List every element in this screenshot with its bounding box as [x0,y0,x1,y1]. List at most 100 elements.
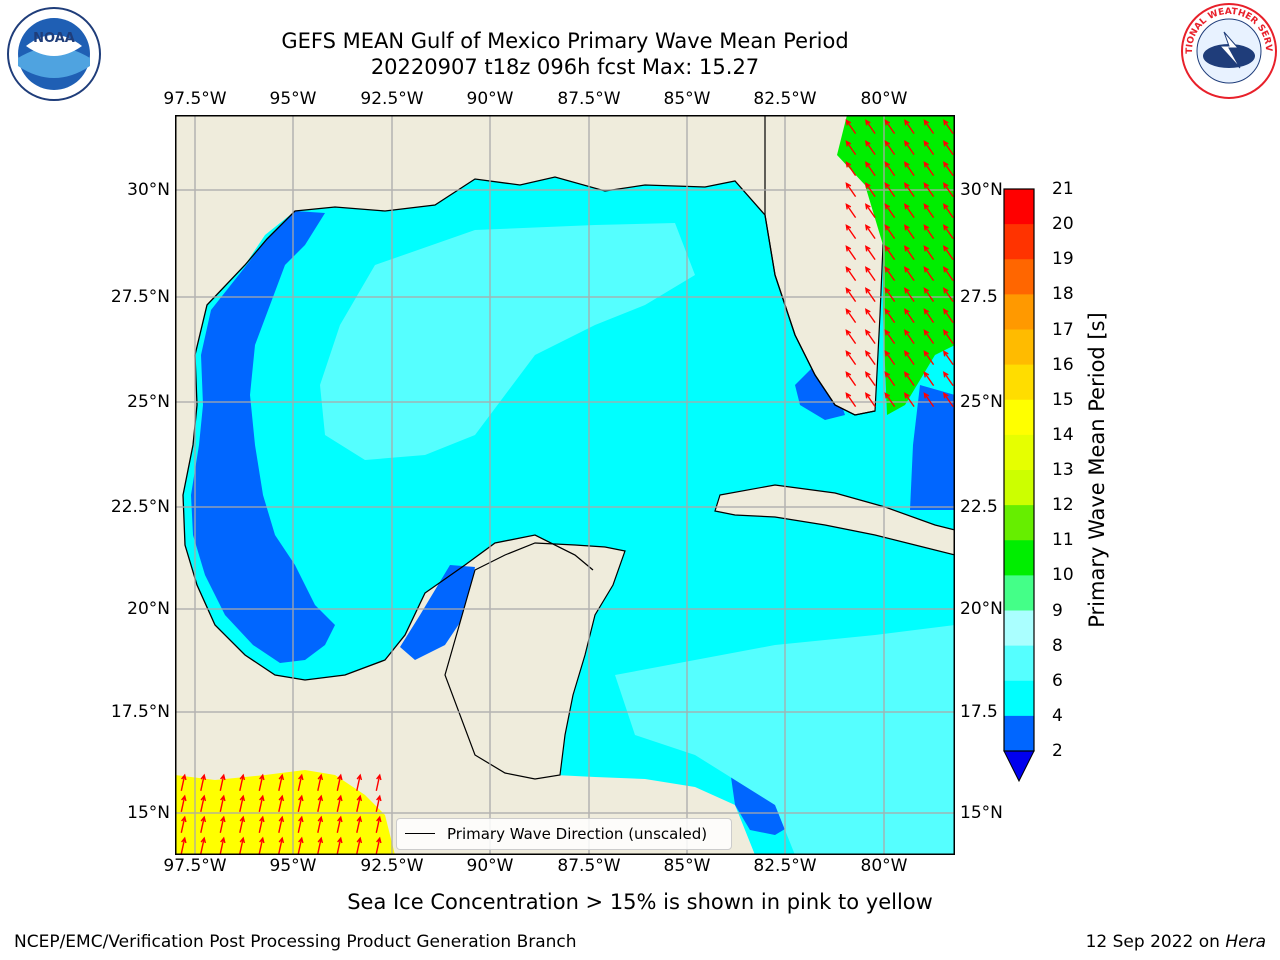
lat-tick-left: 30°N [127,180,170,200]
wave-arrow [903,308,915,324]
wave-arrow [864,161,876,177]
wave-arrow [884,224,896,240]
lon-tick-bottom: 92.5°W [360,856,424,876]
wave-arrow [317,815,324,833]
wave-arrow [942,182,954,198]
wave-arrow [923,182,935,198]
colorbar-segment [1004,434,1034,471]
wave-arrow [884,371,896,387]
wave-arrow [258,815,265,833]
wave-arrow [278,815,285,833]
colorbar-tick: 17 [1052,319,1074,340]
colorbar-tick: 16 [1052,354,1074,375]
wave-arrow [903,266,915,282]
lon-tick-top: 85°W [663,89,711,109]
wave-arrow [884,266,896,282]
wave-arrow [884,203,896,219]
colorbar-tick: 19 [1052,249,1074,270]
wave-arrow [845,308,857,324]
lat-tick-left: 20°N [127,599,170,619]
wave-arrow [845,245,857,261]
colorbar-tick: 8 [1052,635,1063,656]
colorbar-tick: 2 [1052,741,1063,761]
colorbar-segment [1004,224,1034,260]
wave-arrow [864,119,876,135]
wave-arrow [219,815,226,833]
wave-arrow [278,794,285,812]
wave-arrow [884,161,896,177]
gulf-coastline [194,176,876,416]
wave-arrow [903,371,915,387]
wave-arrow [864,203,876,219]
wave-arrow [884,308,896,324]
wave-arrow [884,182,896,198]
wave-arrow [317,836,324,854]
wave-arrow [356,836,363,854]
wave-arrow [923,329,935,345]
colorbar-segment [1004,329,1034,366]
nws-logo: NATIONAL WEATHER SERVICE [1176,0,1278,100]
wave-arrow [923,287,935,303]
wave-arrow [942,140,954,156]
wave-arrow [200,815,207,833]
wave-arrow [180,815,187,833]
colorbar-tick: 10 [1052,565,1074,586]
wave-arrow [903,119,915,135]
colorbar-tick: 6 [1052,670,1063,691]
wave-arrow [278,773,285,791]
wave-arrow [903,224,915,240]
wave-arrow [375,836,382,854]
colorbar-segment [1004,364,1034,401]
colorbar-label: Primary Wave Mean Period [s] [1085,312,1109,628]
wave-arrow [200,836,207,854]
lat-tick-right: 15°N [960,803,1003,823]
colorbar-segment [1004,610,1034,647]
wave-arrow [258,773,265,791]
wave-arrow [336,773,343,791]
wave-arrow [258,836,265,854]
footer-date: 12 Sep 2022 on Hera [1086,932,1266,952]
wave-arrow [942,329,954,345]
chart-title: GEFS MEAN Gulf of Mexico Primary Wave Me… [281,29,849,53]
wave-arrow [375,815,382,833]
colorbar [1003,188,1035,783]
legend-label: Primary Wave Direction (unscaled) [447,825,708,843]
wave-arrow [864,329,876,345]
wave-arrow [180,794,187,812]
wave-arrow [884,392,896,408]
wave-arrow [317,794,324,812]
wave-arrow [845,182,857,198]
wave-arrow [375,794,382,812]
wave-arrow [884,350,896,366]
wave-arrow [845,350,857,366]
wave-arrow [297,794,304,812]
wave-arrow [180,836,187,854]
wave-arrow [942,350,954,366]
colorbar-segment [1004,645,1034,682]
wave-arrow [942,371,954,387]
wave-arrow [923,119,935,135]
colorbar-segment [1004,715,1034,752]
wave-arrow [923,266,935,282]
wave-arrow [356,794,363,812]
wave-arrow [258,794,265,812]
wave-arrow [903,392,915,408]
campeche-blue [400,565,475,660]
wave-arrow [845,371,857,387]
wave-arrow [845,329,857,345]
colorbar-segment [1004,470,1034,506]
lat-tick-right: 25°N [960,392,1003,412]
lat-tick-right: 30°N [960,180,1003,200]
wave-arrow [923,203,935,219]
wave-arrow [864,140,876,156]
colorbar-extend-arrow [1003,750,1035,783]
wave-arrow [942,119,954,135]
colorbar-segment [1004,680,1034,717]
lon-tick-bottom: 87.5°W [557,856,621,876]
wave-arrow [884,287,896,303]
colorbar-tick: 21 [1052,179,1074,199]
wave-arrow [845,119,857,135]
mexico-coastline [182,354,594,681]
wave-arrow [239,836,246,854]
wave-arrow [903,245,915,261]
